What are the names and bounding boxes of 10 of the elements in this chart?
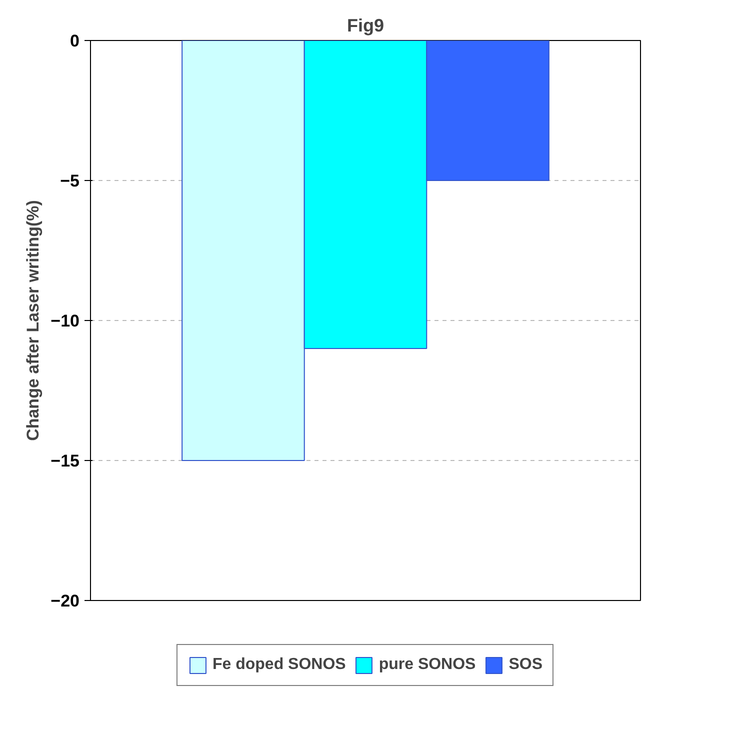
y-tick-label: 0: [70, 32, 80, 50]
y-tick-label: −10: [50, 312, 80, 330]
y-tick-label: −15: [50, 452, 80, 470]
legend-label: SOS: [508, 656, 543, 674]
y-tick-label: −20: [50, 592, 80, 610]
legend-label: Fe doped SONOS: [212, 656, 346, 674]
y-axis-title: Change after Laser writing(%): [24, 200, 43, 441]
chart-title: Fig9: [347, 16, 384, 36]
legend-label: pure SONOS: [378, 656, 476, 674]
y-tick-label: −5: [60, 172, 80, 190]
